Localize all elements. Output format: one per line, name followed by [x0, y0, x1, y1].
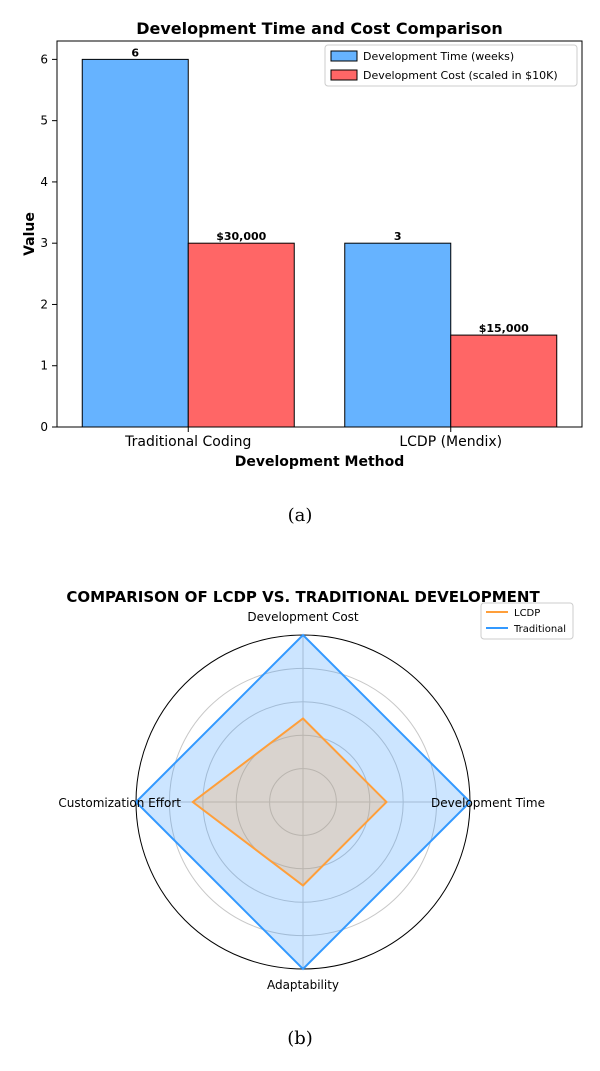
y-axis-label: Value — [22, 212, 38, 256]
plot-frame — [56, 40, 583, 428]
y-tick-label: 5 — [40, 114, 48, 128]
chart-title: Development Time and Cost Comparison — [136, 19, 503, 38]
legend-entry: LCDP — [514, 608, 540, 619]
y-tick-label: 4 — [40, 175, 48, 189]
series-polygon — [134, 633, 472, 971]
legend-swatch — [330, 69, 358, 81]
x-axis-label: Development Method — [235, 454, 405, 470]
data-label: $30,000 — [216, 230, 266, 243]
legend-swatch — [330, 50, 358, 62]
legend-frame — [324, 44, 578, 87]
bar — [450, 334, 558, 428]
axis-label: Customization Effort — [58, 796, 181, 810]
legend-entry: Development Cost (scaled in $10K) — [363, 69, 558, 82]
caption-b: (b) — [287, 1028, 313, 1049]
bar — [187, 242, 295, 428]
y-tick-label: 0 — [40, 420, 48, 434]
bar — [344, 242, 452, 428]
y-tick-label: 3 — [40, 236, 48, 250]
x-tick-label: LCDP (Mendix) — [399, 434, 502, 450]
chart-title: COMPARISON OF LCDP VS. TRADITIONAL DEVEL… — [66, 588, 540, 606]
data-label: $15,000 — [479, 322, 529, 335]
x-tick-label: Traditional Coding — [124, 434, 251, 450]
radar-chart: COMPARISON OF LCDP VS. TRADITIONAL DEVEL… — [58, 588, 574, 992]
bar — [81, 58, 189, 428]
caption-a: (a) — [287, 505, 313, 526]
y-tick-label: 6 — [40, 52, 48, 66]
axis-label: Adaptability — [267, 978, 339, 992]
data-label: 3 — [394, 230, 402, 243]
data-label: 6 — [131, 46, 139, 59]
legend: LCDP Traditional — [480, 602, 574, 640]
bar-chart: Development Time and Cost Comparison 0 1 2 3… — [22, 19, 583, 470]
axis-label: Development Time — [431, 796, 545, 810]
legend: Development Time (weeks) Development Cost… — [324, 44, 578, 87]
series-polygon — [191, 717, 388, 887]
axis-label: Development Cost — [247, 610, 359, 624]
legend-entry: Development Time (weeks) — [363, 50, 514, 63]
y-tick-label: 2 — [40, 297, 48, 311]
legend-entry: Traditional — [513, 624, 566, 635]
y-tick-label: 1 — [40, 359, 48, 373]
